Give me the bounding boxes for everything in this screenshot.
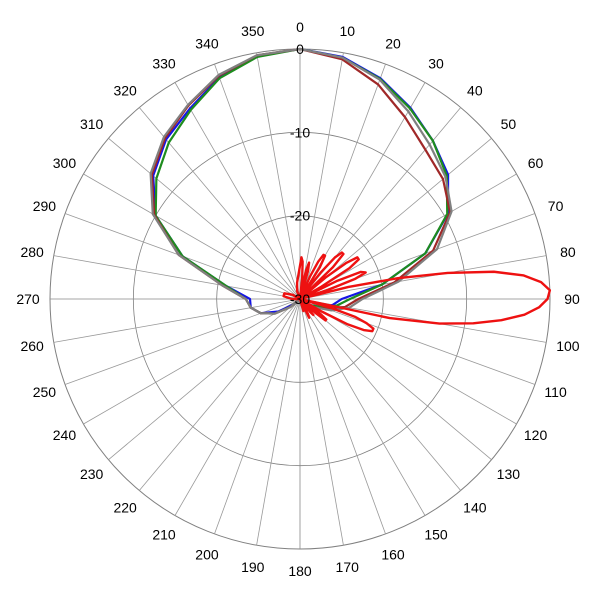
angle-tick-label: 340 — [195, 35, 219, 51]
grid-spoke — [299, 255, 547, 300]
radial-tick-label: -30 — [290, 291, 310, 307]
angle-tick-label: 160 — [381, 547, 405, 563]
angle-tick-label: 310 — [80, 116, 104, 132]
angle-tick-label: 260 — [20, 338, 44, 354]
angle-tick-label: 290 — [33, 198, 57, 214]
grid-spoke — [299, 63, 386, 300]
angle-tick-label: 320 — [113, 83, 137, 99]
angle-tick-label: 60 — [528, 155, 544, 171]
grid-spoke — [299, 298, 492, 461]
angle-tick-label: 270 — [16, 291, 40, 307]
angle-tick-label: 110 — [544, 384, 567, 400]
angle-tick-label: 130 — [497, 466, 521, 482]
angle-tick-label: 80 — [560, 244, 576, 260]
angle-tick-label: 70 — [548, 198, 564, 214]
grid-spoke — [256, 52, 301, 300]
angle-tick-label: 200 — [195, 547, 219, 563]
series-line-3 — [150, 47, 452, 315]
angle-tick-label: 330 — [152, 55, 176, 71]
angle-tick-label: 40 — [467, 83, 483, 99]
grid-spoke — [108, 137, 301, 300]
grid-spoke — [83, 298, 301, 425]
angle-tick-label: 220 — [113, 499, 137, 515]
angle-tick-label: 280 — [20, 244, 44, 260]
series-line-5 — [282, 251, 552, 333]
radial-tick-label: -20 — [290, 208, 310, 224]
angle-tick-label: 140 — [463, 499, 487, 515]
angle-tick-label: 100 — [556, 338, 580, 354]
angle-tick-label: 300 — [53, 155, 77, 171]
angle-tick-label: 10 — [339, 23, 355, 39]
grid-spoke — [299, 298, 426, 516]
angle-tick-label: 350 — [241, 23, 265, 39]
grid-spoke — [83, 173, 301, 300]
grid-spoke — [53, 298, 301, 343]
grid-spoke — [53, 255, 301, 300]
grid-spoke — [214, 63, 301, 300]
angle-tick-label: 250 — [33, 384, 57, 400]
series-line-4 — [149, 47, 453, 315]
angle-tick-label: 20 — [385, 35, 401, 51]
grid-spoke — [138, 298, 301, 491]
radial-tick-label: -10 — [290, 124, 310, 140]
angle-tick-label: 50 — [501, 116, 517, 132]
grid-spoke — [299, 298, 344, 546]
grid-spoke — [214, 298, 301, 535]
radial-tick-label: 0 — [296, 41, 304, 57]
grid-spoke — [174, 298, 301, 516]
grid-spoke — [299, 52, 344, 300]
angle-tick-label: 170 — [336, 559, 360, 575]
angle-tick-label: 210 — [152, 527, 176, 543]
grid-spoke — [108, 298, 301, 461]
angle-tick-label: 120 — [524, 427, 548, 443]
angle-tick-label: 0 — [296, 19, 304, 35]
radial-tick-labels: 0 -10 -20 -30 — [290, 41, 310, 307]
angle-tick-label: 190 — [241, 559, 265, 575]
angle-tick-labels: 0 10 20 30 40 50 60 70 80 90 100 110 120 130 140 150 160… — [16, 19, 580, 579]
angle-tick-label: 150 — [424, 527, 448, 543]
angle-tick-label: 230 — [80, 466, 104, 482]
series-layer — [149, 47, 552, 333]
angle-tick-label: 30 — [428, 55, 444, 71]
grid-spoke — [174, 82, 301, 300]
grid-spoke — [299, 298, 536, 385]
grid-spoke — [299, 298, 386, 535]
grid-spoke — [299, 298, 462, 491]
angle-tick-label: 90 — [564, 291, 580, 307]
angle-tick-label: 240 — [53, 427, 77, 443]
grid-spoke — [256, 298, 301, 546]
angle-tick-label: 180 — [288, 563, 312, 579]
